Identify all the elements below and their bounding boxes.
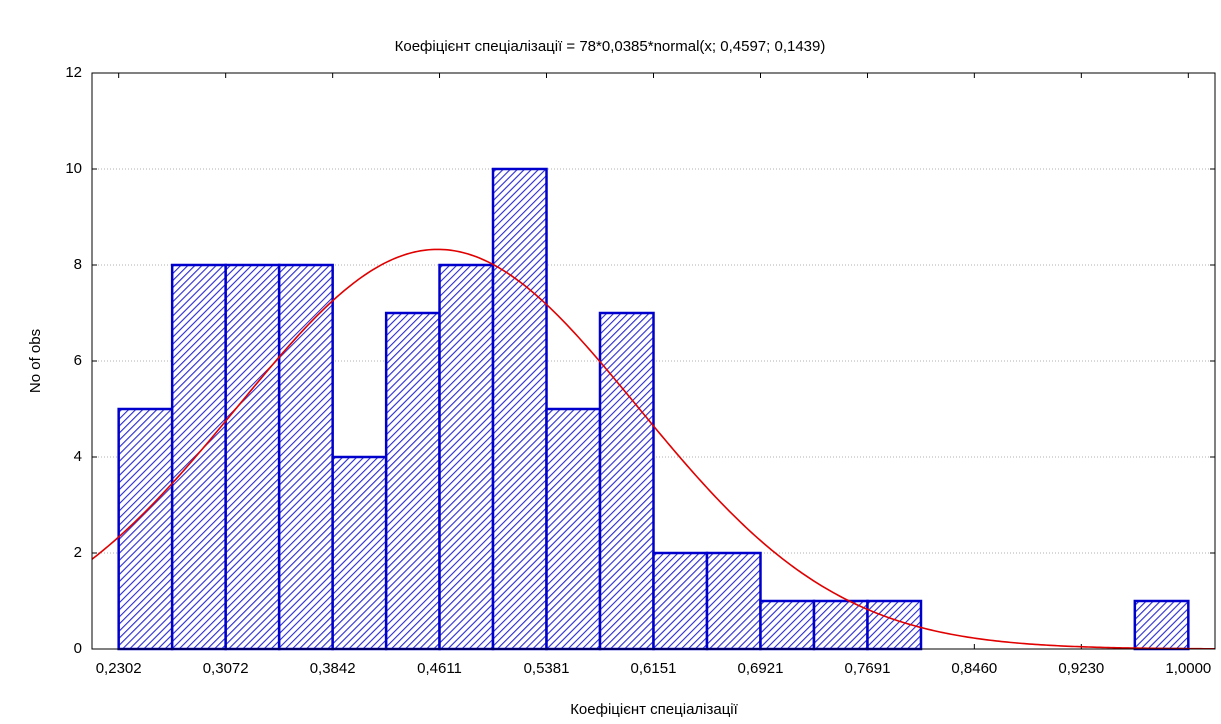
x-tick-label: 0,4611 bbox=[417, 660, 462, 677]
bar bbox=[545, 407, 602, 651]
y-tick-label: 4 bbox=[74, 448, 82, 465]
x-tick-label: 0,5381 bbox=[524, 660, 570, 677]
bar bbox=[277, 263, 334, 651]
y-tick-label: 2 bbox=[74, 544, 82, 561]
x-tick-label: 0,6151 bbox=[631, 660, 677, 677]
bar bbox=[224, 263, 281, 651]
x-tick-label: 0,7691 bbox=[845, 660, 891, 677]
y-tick-label: 12 bbox=[65, 64, 82, 81]
bar bbox=[384, 311, 441, 651]
y-axis-label: No of obs bbox=[27, 329, 44, 393]
x-tick-label: 0,2302 bbox=[96, 660, 142, 677]
y-tick-label: 10 bbox=[65, 160, 82, 177]
bar bbox=[759, 599, 816, 651]
bar bbox=[491, 167, 548, 651]
plot-frame bbox=[91, 72, 1216, 650]
y-tick-label: 8 bbox=[74, 256, 82, 273]
x-tick-label: 0,6921 bbox=[738, 660, 784, 677]
bar bbox=[652, 551, 709, 651]
bar bbox=[598, 311, 655, 651]
bar bbox=[170, 263, 227, 651]
chart-title: Коефіцієнт спеціалізації = 78*0,0385*nor… bbox=[395, 38, 826, 55]
bar bbox=[331, 455, 388, 651]
x-tick-label: 0,9230 bbox=[1058, 660, 1104, 677]
fit-curve bbox=[92, 248, 1215, 649]
y-tick-label: 0 bbox=[74, 640, 82, 657]
x-tick-label: 1,0000 bbox=[1165, 660, 1211, 677]
bar bbox=[705, 551, 762, 651]
bar bbox=[438, 263, 495, 651]
x-tick-label: 0,3842 bbox=[310, 660, 356, 677]
x-axis-label: Коефіцієнт спеціалізації bbox=[570, 701, 738, 718]
x-tick-label: 0,3072 bbox=[203, 660, 249, 677]
bar bbox=[1133, 599, 1190, 651]
x-tick-label: 0,8460 bbox=[951, 660, 997, 677]
bar bbox=[812, 599, 869, 651]
y-tick-label: 6 bbox=[74, 352, 82, 369]
